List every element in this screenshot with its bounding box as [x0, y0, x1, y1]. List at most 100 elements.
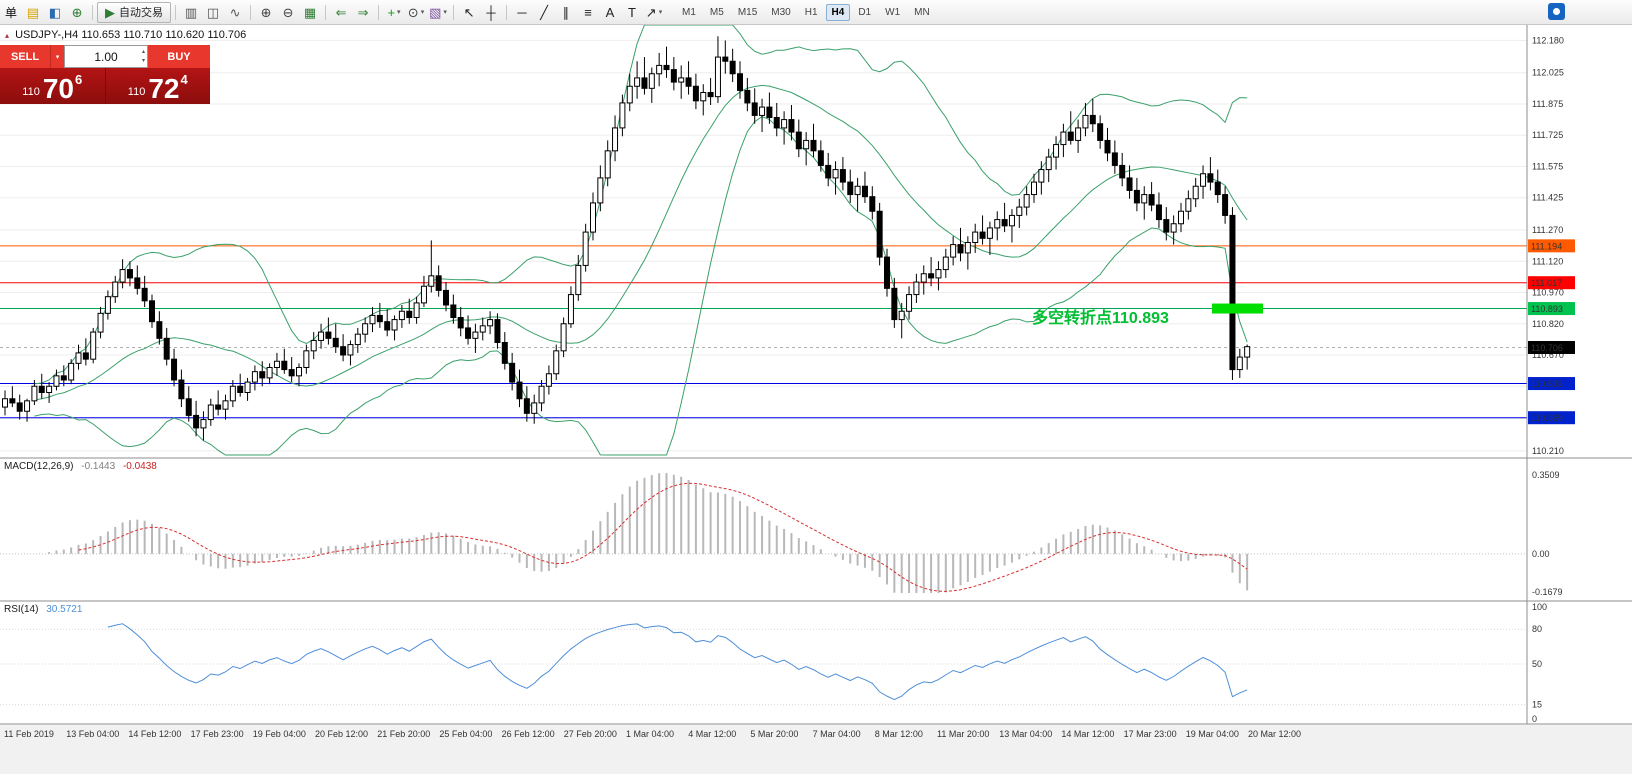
chart-shift-icon[interactable]: ⇒	[352, 1, 374, 23]
candle-body	[340, 346, 347, 356]
line-chart-icon[interactable]: ∿	[224, 1, 246, 23]
menu-label[interactable]: 单	[5, 5, 18, 20]
bar-chart-icon[interactable]: ▥	[180, 1, 202, 23]
candle-body	[950, 244, 957, 258]
candle-body	[1214, 181, 1221, 196]
market-watch-icon: ◧	[48, 4, 62, 20]
market-watch-icon[interactable]: ◧	[44, 1, 66, 23]
candle-body	[839, 169, 846, 183]
cursor-icon: ↖	[463, 4, 475, 20]
candlestick-icon: ◫	[206, 4, 220, 20]
trendline-icon: ╱	[540, 4, 548, 20]
svg-text:17 Mar 23:00: 17 Mar 23:00	[1124, 729, 1177, 739]
candle-body	[1089, 114, 1096, 125]
zoom-in-icon[interactable]: ⊕	[255, 1, 277, 23]
trade-buttons-row: SELL ▾ 1.00 ▴ ▾ BUY	[0, 45, 210, 68]
candle-body	[964, 242, 971, 254]
svg-text:110.970: 110.970	[1532, 288, 1564, 298]
fibonacci-icon[interactable]: ≡	[577, 1, 599, 23]
indicators-button-caret-icon: ▾	[397, 9, 401, 16]
candle-body	[487, 319, 494, 327]
candle-body	[1141, 194, 1148, 204]
candle-body	[207, 404, 214, 421]
horizontal-line-icon[interactable]: ─	[511, 1, 533, 23]
community-logo-icon[interactable]	[1548, 3, 1565, 20]
arrows-icon[interactable]: ↗ ▾	[643, 1, 665, 23]
buy-button[interactable]: BUY	[148, 45, 210, 68]
timeframe-button-d1[interactable]: D1	[858, 6, 872, 18]
timeframe-button-mn[interactable]: MN	[914, 6, 930, 18]
candle-body	[134, 277, 141, 289]
candle-body	[1082, 114, 1089, 129]
pivot-highlight-bar[interactable]	[1212, 303, 1263, 314]
toolbar-separator	[175, 4, 177, 20]
candle-body	[1097, 123, 1104, 141]
time-axis-strip	[0, 725, 1632, 774]
time-axis-labels: 11 Feb 2019 13 Feb 04:00 14 Feb 12:00 17 Fe…	[4, 729, 1301, 739]
toolbar-separator	[378, 4, 380, 20]
svg-text:8 Mar 12:00: 8 Mar 12:00	[875, 729, 923, 739]
candle-body	[53, 375, 60, 387]
chart-background[interactable]	[0, 24, 1632, 774]
label-icon[interactable]: T	[621, 1, 643, 23]
candle-body	[979, 231, 986, 239]
timeframe-button-h4[interactable]: H4	[825, 3, 851, 21]
sell-button[interactable]: SELL	[0, 45, 50, 68]
svg-text:5 Mar 20:00: 5 Mar 20:00	[750, 729, 798, 739]
timeframe-button-m1[interactable]: M1	[682, 6, 696, 18]
candle-body	[171, 358, 178, 381]
text-icon[interactable]: A	[599, 1, 621, 23]
spin-down-icon[interactable]: ▾	[141, 58, 145, 64]
auto-scroll-icon[interactable]: ⇐	[330, 1, 352, 23]
cursor-icon[interactable]: ↖	[458, 1, 480, 23]
candle-body	[773, 117, 780, 129]
price-gridlines	[0, 39, 1527, 452]
candle-body	[928, 273, 935, 279]
timeframe-button-h1[interactable]: H1	[804, 6, 818, 18]
crosshair-icon[interactable]: ┼	[480, 1, 502, 23]
timeframe-button-m30[interactable]: M30	[771, 6, 791, 18]
candle-body	[942, 256, 949, 271]
candle-body	[185, 398, 192, 416]
candle-body	[854, 185, 861, 196]
periods-button[interactable]: ⊙ ▾	[405, 1, 427, 23]
candlestick-icon[interactable]: ◫	[202, 1, 224, 23]
tile-windows-icon: ▦	[303, 4, 317, 20]
candle-body	[1038, 169, 1045, 183]
candle-body	[913, 281, 920, 296]
candle-body	[222, 400, 229, 410]
volume-spinner[interactable]: ▴ ▾	[142, 48, 145, 66]
ask-price[interactable]: 110 72 4	[106, 68, 211, 104]
candle-body	[692, 85, 699, 102]
candle-body	[656, 64, 663, 75]
sell-caret-icon[interactable]: ▾	[50, 45, 64, 68]
templates-button[interactable]: ▧ ▾	[427, 1, 449, 23]
svg-text:21 Feb 20:00: 21 Feb 20:00	[377, 729, 430, 739]
zoom-out-icon[interactable]: ⊖	[277, 1, 299, 23]
price-marker-badge	[1528, 302, 1575, 316]
candle-body	[1126, 177, 1133, 191]
new-order-icon[interactable]: ▤	[22, 1, 44, 23]
channel-icon[interactable]: ∥	[555, 1, 577, 23]
indicators-button[interactable]: + ▾	[383, 1, 405, 23]
trendline-icon[interactable]: ╱	[533, 1, 555, 23]
price-marker-badge	[1528, 411, 1575, 425]
navigator-icon[interactable]: ⊕	[66, 1, 88, 23]
candle-body	[288, 369, 295, 377]
autotrade-button[interactable]: ▶ 自动交易	[97, 1, 172, 23]
timeframe-button-m5[interactable]: M5	[709, 6, 724, 18]
ask-pips: 72	[148, 73, 180, 105]
timeframe-button-w1[interactable]: W1	[885, 6, 901, 18]
spin-up-icon[interactable]: ▴	[141, 49, 145, 55]
bid-price[interactable]: 110 70 6	[0, 68, 106, 104]
candle-body	[1111, 152, 1118, 166]
candle-body	[869, 196, 876, 212]
main-toolbar: 单 ▤ ◧ ⊕ ▶ 自动交易 ▥ ◫ ∿ ⊕ ⊖ ▦ ⇐ ⇒ + ▾ ⊙ ▾ ▧ ▾ ↖ ┼ ─ ╱ ∥ ≡ A T ↗ ▾ M1 M5 M…	[0, 0, 1632, 25]
candle-body	[788, 119, 795, 133]
volume-input[interactable]: 1.00 ▴ ▾	[64, 45, 148, 68]
candle-body	[766, 106, 773, 119]
toolbar-separator	[250, 4, 252, 20]
tile-windows-icon[interactable]: ▦	[299, 1, 321, 23]
timeframe-button-m15[interactable]: M15	[737, 6, 758, 18]
